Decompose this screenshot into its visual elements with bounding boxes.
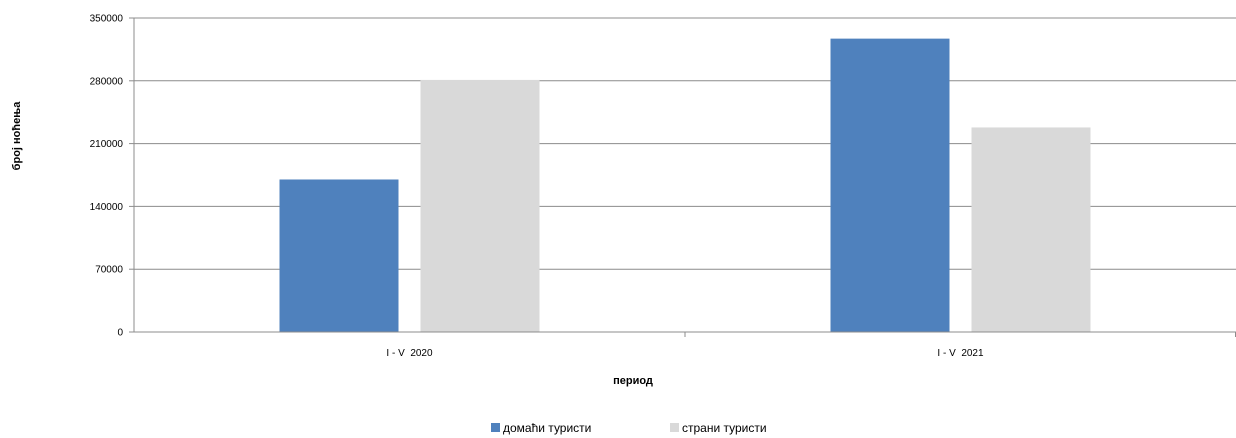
- y-tick-label: 0: [117, 328, 123, 339]
- legend-swatch-domestic: [491, 423, 500, 432]
- legend: домаћи туристи страни туристи: [491, 421, 767, 435]
- legend-swatch-foreign: [670, 423, 679, 432]
- axes: 0 70000 140000 210000 280000 350000 I - V 2020…: [90, 14, 1236, 359]
- y-tick-label: 280000: [90, 76, 124, 87]
- y-tick-label: 140000: [90, 202, 124, 213]
- bar-foreign-2: [971, 127, 1091, 332]
- x-axis-title: период: [613, 375, 653, 387]
- x-tick-label: I - V 2021: [937, 348, 984, 359]
- y-axis-title: број ноћења: [11, 101, 23, 171]
- bar-domestic-1: [279, 179, 399, 332]
- legend-label-foreign: страни туристи: [682, 421, 767, 435]
- x-tick-label: I - V 2020: [386, 348, 433, 359]
- legend-label-domestic: домаћи туристи: [503, 421, 591, 435]
- bar-domestic-2: [830, 38, 950, 333]
- y-tick-label: 350000: [90, 14, 124, 25]
- y-tick-label: 70000: [95, 265, 123, 276]
- y-tick-label: 210000: [90, 139, 124, 150]
- bars: [279, 38, 1091, 333]
- bar-foreign-1: [420, 79, 540, 332]
